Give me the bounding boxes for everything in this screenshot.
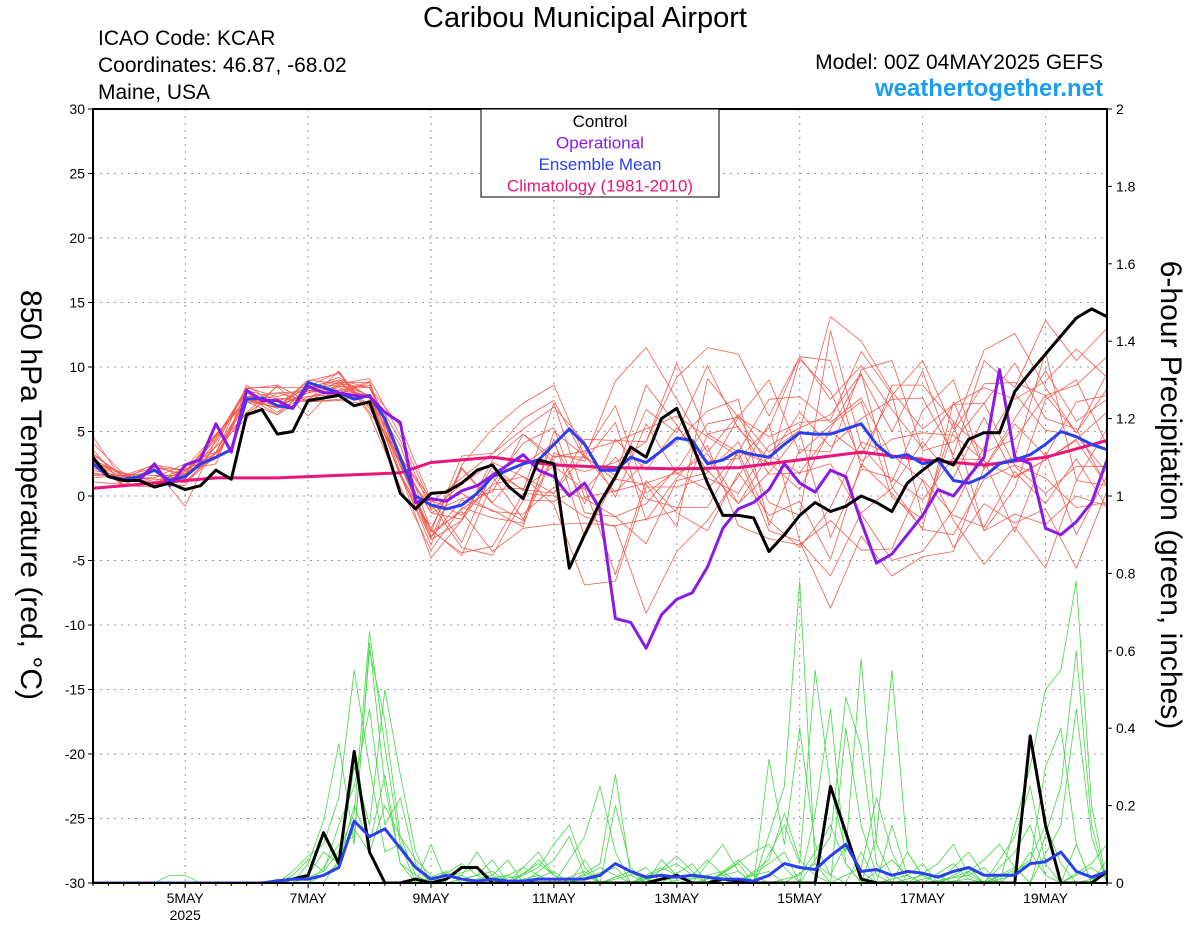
plot-series [93, 307, 1107, 883]
y-right-tick-label: 2 [1116, 101, 1124, 117]
y-left-tick-label: -5 [73, 553, 86, 569]
legend-entry: Operational [556, 134, 644, 153]
temp-member-line [93, 372, 1107, 543]
legend-entry: Climatology (1981-2010) [507, 177, 693, 196]
y-left-tick-label: -25 [65, 811, 85, 827]
x-tick-label: 7MAY [290, 890, 328, 906]
legend-entry: Control [573, 112, 628, 131]
y-right-tick-label: 1 [1116, 488, 1124, 504]
x-tick-label: 17MAY [900, 890, 946, 906]
y-right-tick-label: 0.8 [1116, 565, 1136, 581]
x-tick-label: 9MAY [412, 890, 450, 906]
x-tick-label: 11MAY [532, 890, 576, 906]
temp-operational-line [93, 368, 1107, 650]
legend-entry: Ensemble Mean [539, 155, 662, 174]
y-left-tick-label: 25 [69, 166, 85, 182]
y-right-tick-label: 1.4 [1116, 333, 1136, 349]
x-tick-sublabel: 2025 [170, 907, 201, 923]
region: Maine, USA [98, 81, 211, 104]
y-right-tick-label: 0 [1116, 875, 1124, 891]
precip-mean-line [93, 819, 1107, 883]
y-left-tick-label: 10 [69, 359, 85, 375]
y-left-tick-label: -10 [65, 617, 85, 633]
x-tick-label: 15MAY [777, 890, 823, 906]
y-left-tick-label: 15 [69, 295, 85, 311]
precip-member-line [93, 650, 1107, 883]
chart-title: Caribou Municipal Airport [423, 2, 747, 34]
temp-member-line [93, 378, 1107, 576]
y-left-tick-label: 5 [77, 424, 85, 440]
x-tick-label: 19MAY [1023, 890, 1069, 906]
y-left-tick-label: 20 [69, 230, 85, 246]
website-link[interactable]: weathertogether.net [874, 75, 1103, 102]
precip-member-line [93, 774, 1107, 883]
temp-member-line [93, 316, 1107, 503]
precip-member-line [93, 580, 1107, 883]
precip-control-line [93, 734, 1107, 883]
y-left-tick-label: 30 [69, 101, 85, 117]
y-left-tick-label: -15 [65, 682, 85, 698]
x-tick-label: 5MAY [167, 890, 205, 906]
y-right-tick-label: 0.6 [1116, 643, 1136, 659]
legend-box [480, 108, 720, 198]
precip-member-line [93, 669, 1107, 883]
precip-member-line [93, 631, 1107, 883]
icao-code: ICAO Code: KCAR [98, 27, 276, 50]
y-right-tick-label: 0.2 [1116, 798, 1136, 814]
precip-member-line [93, 669, 1092, 883]
temp-member-line [93, 360, 1107, 538]
y-left-tick-label: -20 [65, 746, 85, 762]
temp-member-line [93, 384, 1107, 559]
y-left-tick-label: 0 [77, 488, 85, 504]
y-left-tick-label: -30 [65, 875, 85, 891]
temp-member-line [93, 370, 1107, 536]
coordinates: Coordinates: 46.87, -68.02 [98, 54, 347, 77]
y-right-tick-label: 1.6 [1116, 256, 1136, 272]
x-tick-label: 13MAY [654, 890, 700, 906]
y-right-tick-label: 1.8 [1116, 178, 1136, 194]
model-run: Model: 00Z 04MAY2025 GEFS [815, 51, 1103, 74]
temp-control-line [93, 307, 1107, 570]
y-right-tick-label: 1.2 [1116, 411, 1136, 427]
y-right-tick-label: 0.4 [1116, 720, 1136, 736]
